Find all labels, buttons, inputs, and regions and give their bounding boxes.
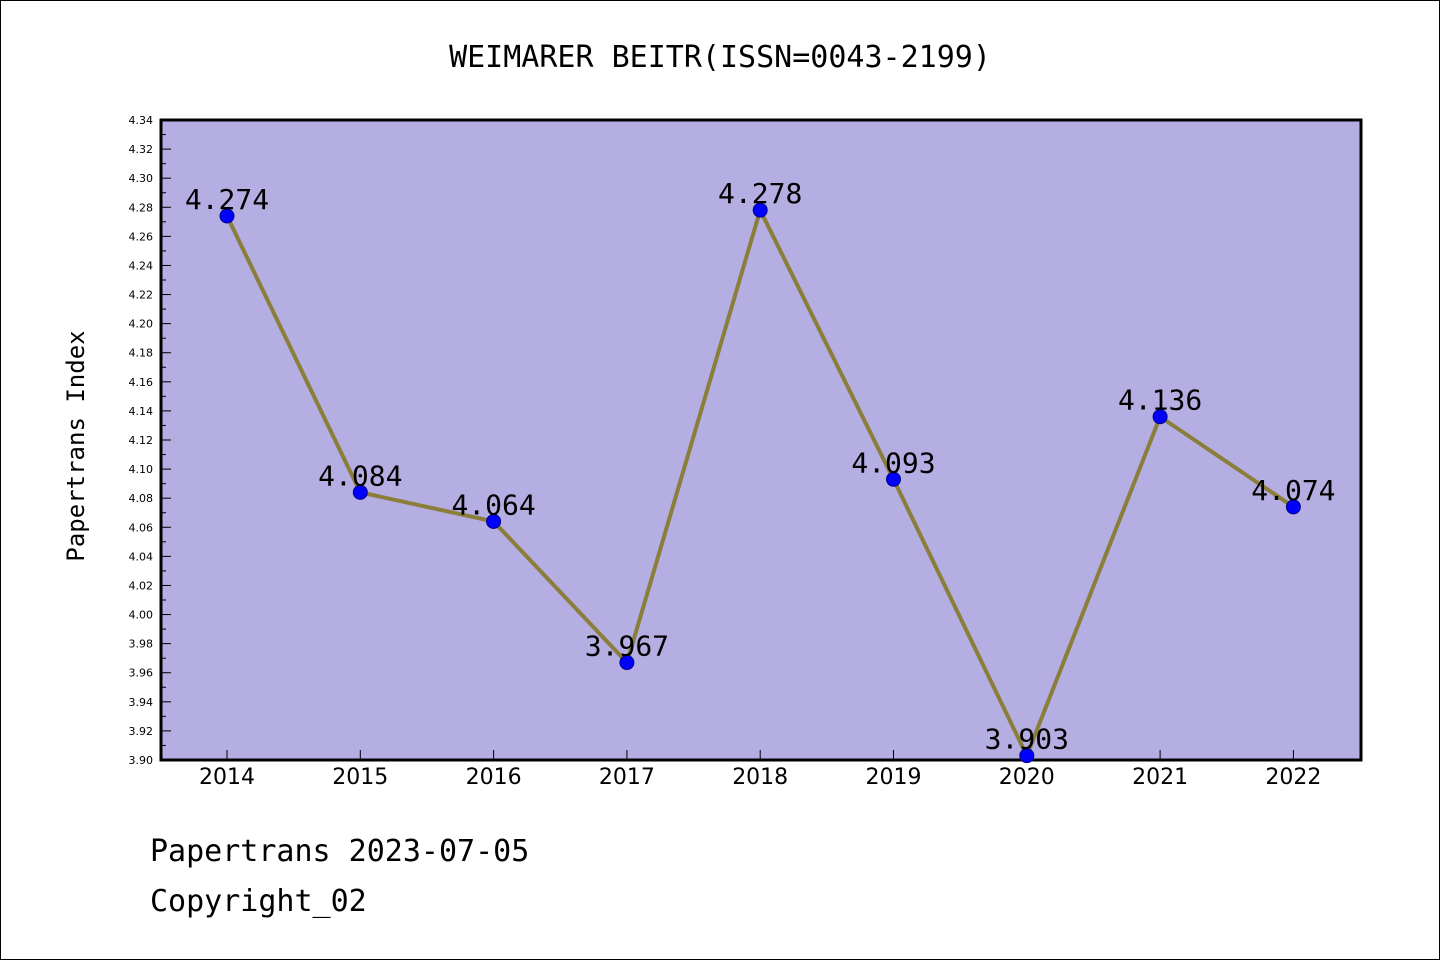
data-point — [752, 202, 768, 218]
y-tick-label: 4.16 — [129, 376, 154, 389]
plot-area — [159, 118, 1363, 762]
chart-title: WEIMARER BEITR(ISSN=0043-2199) — [449, 40, 991, 75]
data-label: 4.084 — [318, 459, 402, 492]
y-tick-label: 3.96 — [129, 667, 154, 680]
y-tick-label: 4.34 — [129, 114, 154, 127]
x-tick-label: 2016 — [466, 765, 522, 790]
footer-date: Papertrans 2023-07-05 — [150, 834, 530, 869]
y-tick-label: 3.90 — [129, 754, 154, 767]
y-tick-label: 3.92 — [129, 725, 154, 738]
footer-copyright: Copyright_02 — [150, 884, 367, 919]
y-tick-label: 4.04 — [129, 550, 154, 563]
data-point — [352, 484, 368, 500]
y-tick-label: 4.20 — [129, 318, 154, 331]
y-tick-label: 4.02 — [129, 579, 154, 592]
data-label: 3.967 — [585, 630, 669, 663]
x-tick-label: 2020 — [999, 765, 1055, 790]
y-tick-label: 4.14 — [129, 405, 154, 418]
data-point — [1152, 409, 1168, 425]
y-tick-label: 4.06 — [129, 521, 154, 534]
data-point — [619, 655, 635, 671]
x-tick-label: 2017 — [599, 765, 655, 790]
x-tick-label: 2018 — [732, 765, 788, 790]
y-tick-label: 4.30 — [129, 172, 154, 185]
y-axis: 3.90 3.92 3.94 3.96 3.98 4.00 4.02 4.04 4.06 4.08… — [129, 114, 171, 767]
data-point — [886, 471, 901, 487]
x-tick-label: 2014 — [199, 765, 255, 790]
data-point — [219, 208, 235, 224]
x-tick-label: 2021 — [1132, 765, 1188, 790]
y-tick-label: 3.98 — [129, 638, 154, 651]
x-tick-label: 2022 — [1265, 765, 1321, 790]
y-tick-label: 4.18 — [129, 347, 154, 360]
y-tick-label: 4.28 — [129, 201, 154, 214]
data-label: 4.274 — [185, 183, 269, 216]
y-tick-label: 4.00 — [129, 609, 154, 622]
x-tick-label: 2019 — [866, 765, 922, 790]
data-point — [1285, 499, 1301, 515]
y-axis-label: Papertrans Index — [62, 330, 90, 561]
y-tick-label: 4.22 — [129, 289, 154, 302]
y-tick-label: 4.08 — [129, 492, 154, 505]
data-label: 4.136 — [1118, 384, 1202, 417]
y-tick-label: 4.10 — [129, 463, 154, 476]
y-tick-label: 4.24 — [129, 259, 154, 272]
y-tick-label: 4.26 — [129, 230, 154, 243]
data-point — [1019, 748, 1035, 764]
x-tick-label: 2015 — [332, 765, 388, 790]
x-axis: 2014 2015 2016 2017 2018 2019 2020 2021 2022 — [199, 750, 1321, 790]
series-group: 4.274 4.084 4.064 3.967 4.278 4.093 3.903 4.136… — [185, 177, 1336, 764]
data-label: 4.093 — [851, 446, 935, 479]
data-label: 3.903 — [985, 723, 1069, 756]
y-tick-label: 4.32 — [129, 143, 154, 156]
data-label: 4.278 — [718, 177, 802, 210]
y-tick-label: 4.12 — [129, 434, 154, 447]
data-label: 4.064 — [451, 488, 535, 521]
data-point — [486, 513, 502, 529]
data-label: 4.074 — [1251, 474, 1335, 507]
y-tick-label: 3.94 — [129, 696, 154, 709]
